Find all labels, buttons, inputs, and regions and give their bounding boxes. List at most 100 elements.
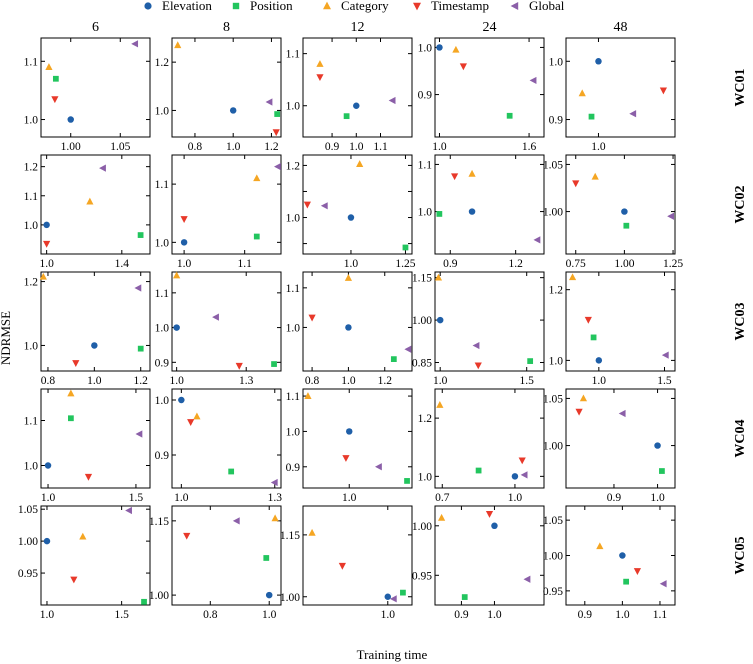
- data-point-global: [125, 506, 132, 515]
- panel-frame: [171, 388, 282, 489]
- x-tick-label: 1.0: [342, 492, 357, 504]
- panel-frame: [565, 154, 676, 255]
- data-point-global: [520, 471, 528, 479]
- data-point-elevation: [436, 316, 444, 324]
- data-point-category: [67, 389, 75, 397]
- legend-label-global: Global: [529, 0, 565, 13]
- panel-wc04-6: 1.0 1.5 1.0 1.1: [24, 388, 151, 504]
- x-tick-label: 0.8: [188, 141, 203, 153]
- y-tick-label: 0.9: [286, 462, 301, 474]
- data-point-timestamp: [235, 362, 243, 370]
- data-point-elevation: [229, 107, 237, 114]
- data-point-category: [356, 160, 364, 167]
- data-point-timestamp: [84, 473, 93, 481]
- y-tick-label: 0.85: [412, 358, 432, 370]
- column-headers: 6 8 12 24 48: [92, 20, 628, 35]
- data-point-global: [661, 351, 669, 359]
- panel-wc01-24: 1.0 1.6 0.9 1.0: [418, 37, 545, 153]
- x-tick-label: 1.0: [39, 258, 54, 270]
- data-point-category: [468, 169, 476, 177]
- data-point-position: [52, 75, 59, 82]
- panel-frame: [302, 37, 413, 138]
- panel-wc04-8: 1.0 1.3 0.9 1.0: [155, 388, 283, 504]
- panel-wc04-24: 0.7 1.01.01.2: [418, 388, 545, 504]
- data-point-timestamp: [72, 360, 80, 367]
- data-point-timestamp: [485, 511, 494, 518]
- y-tick-label: 0.95: [543, 586, 563, 598]
- data-point-position: [253, 233, 260, 240]
- y-tick-label: 1.00: [543, 207, 563, 219]
- data-point-category: [173, 271, 181, 279]
- y-tick-label: 1.00: [280, 592, 300, 604]
- data-point-timestamp: [51, 96, 59, 104]
- y-tick-label: 1.0: [549, 355, 564, 367]
- data-point-elevation: [180, 239, 188, 246]
- data-point-category: [174, 41, 182, 49]
- y-tick-label: 1.00: [543, 551, 563, 563]
- x-axis-label: Training time: [357, 647, 428, 662]
- data-point-elevation: [595, 58, 602, 65]
- legend-entry-timestamp: Timestamp: [413, 0, 489, 13]
- x-tick-label: 1.25: [395, 258, 415, 270]
- x-tick-label: 1.0: [174, 492, 189, 504]
- x-tick-label: 1.0: [508, 492, 523, 504]
- data-point-position: [137, 345, 144, 352]
- data-point-category: [86, 197, 94, 205]
- panel-wc02-8: 1.0 1.1 1.0 1.1: [155, 154, 282, 270]
- x-tick-label: 0.8: [41, 375, 56, 387]
- panel-frame: [565, 271, 676, 372]
- y-tick-label: 1.1: [286, 49, 301, 61]
- panel-frame: [434, 154, 545, 255]
- y-tick-label: 1.00: [18, 536, 38, 548]
- data-point-timestamp: [342, 455, 350, 462]
- panel-wc01-6: 1.00 1.05 1.0 1.1: [24, 37, 151, 153]
- y-tick-label: 1.0: [24, 115, 39, 127]
- legend-label-elevation: Elevation: [162, 0, 212, 13]
- x-tick-label: 0.7: [435, 492, 450, 504]
- data-point-timestamp: [451, 173, 459, 181]
- y-tick-label: 1.0: [418, 471, 433, 483]
- data-point-elevation: [173, 324, 180, 331]
- data-point-elevation: [621, 208, 628, 215]
- panel-frame: [434, 37, 545, 138]
- data-point-position: [506, 112, 513, 119]
- x-tick-label: 1.3: [268, 492, 283, 504]
- data-point-global: [667, 212, 674, 220]
- panel-wc01-12: 0.9 1.0 1.1 1.0 1.1: [286, 37, 413, 153]
- panel-grid: 1.00 1.051.01.10.8 1.0 1.21.01.20.9 1.0 1.11.…: [18, 37, 683, 621]
- data-point-timestamp: [338, 562, 346, 570]
- panel-wc03-12: 0.8 1.0 1.2 1.0 1.1: [286, 271, 413, 387]
- y-tick-label: 1.0: [24, 220, 39, 232]
- data-point-position: [228, 468, 235, 475]
- row-headers: WC01 WC02 WC03 WC04 WC05: [733, 68, 748, 574]
- data-point-elevation: [654, 442, 661, 449]
- x-tick-label: 1.0: [592, 375, 607, 387]
- panel-frame: [565, 37, 676, 138]
- data-point-position: [141, 598, 147, 605]
- data-point-position: [402, 244, 409, 251]
- x-tick-label: 1.5: [114, 609, 129, 621]
- y-tick-label: 1.0: [155, 105, 170, 117]
- data-point-global: [131, 40, 139, 48]
- x-tick-label: 1.5: [657, 375, 672, 387]
- data-point-category: [79, 532, 87, 540]
- data-point-global: [274, 163, 281, 171]
- data-point-elevation: [44, 462, 52, 469]
- y-tick-label: 1.15: [280, 530, 300, 542]
- panel-wc05-48: 0.9 1.0 1.1 0.95 1.00 1.05: [543, 505, 676, 621]
- x-tick-label: 1.3: [239, 375, 254, 387]
- data-point-category: [591, 172, 599, 180]
- data-point-timestamp: [575, 408, 583, 416]
- x-tick-label: 1.1: [373, 141, 388, 153]
- data-point-position: [274, 111, 281, 117]
- panel-frame: [171, 271, 282, 372]
- y-tick-label: 1.1: [418, 159, 433, 171]
- data-point-elevation: [345, 324, 352, 331]
- y-tick-label: 1.05: [543, 159, 563, 171]
- legend-label-position: Position: [250, 0, 293, 13]
- panel-frame: [40, 37, 151, 138]
- data-point-global: [99, 164, 106, 172]
- column-header: 24: [483, 20, 497, 35]
- legend-label-timestamp: Timestamp: [431, 0, 489, 13]
- data-point-category: [45, 63, 53, 70]
